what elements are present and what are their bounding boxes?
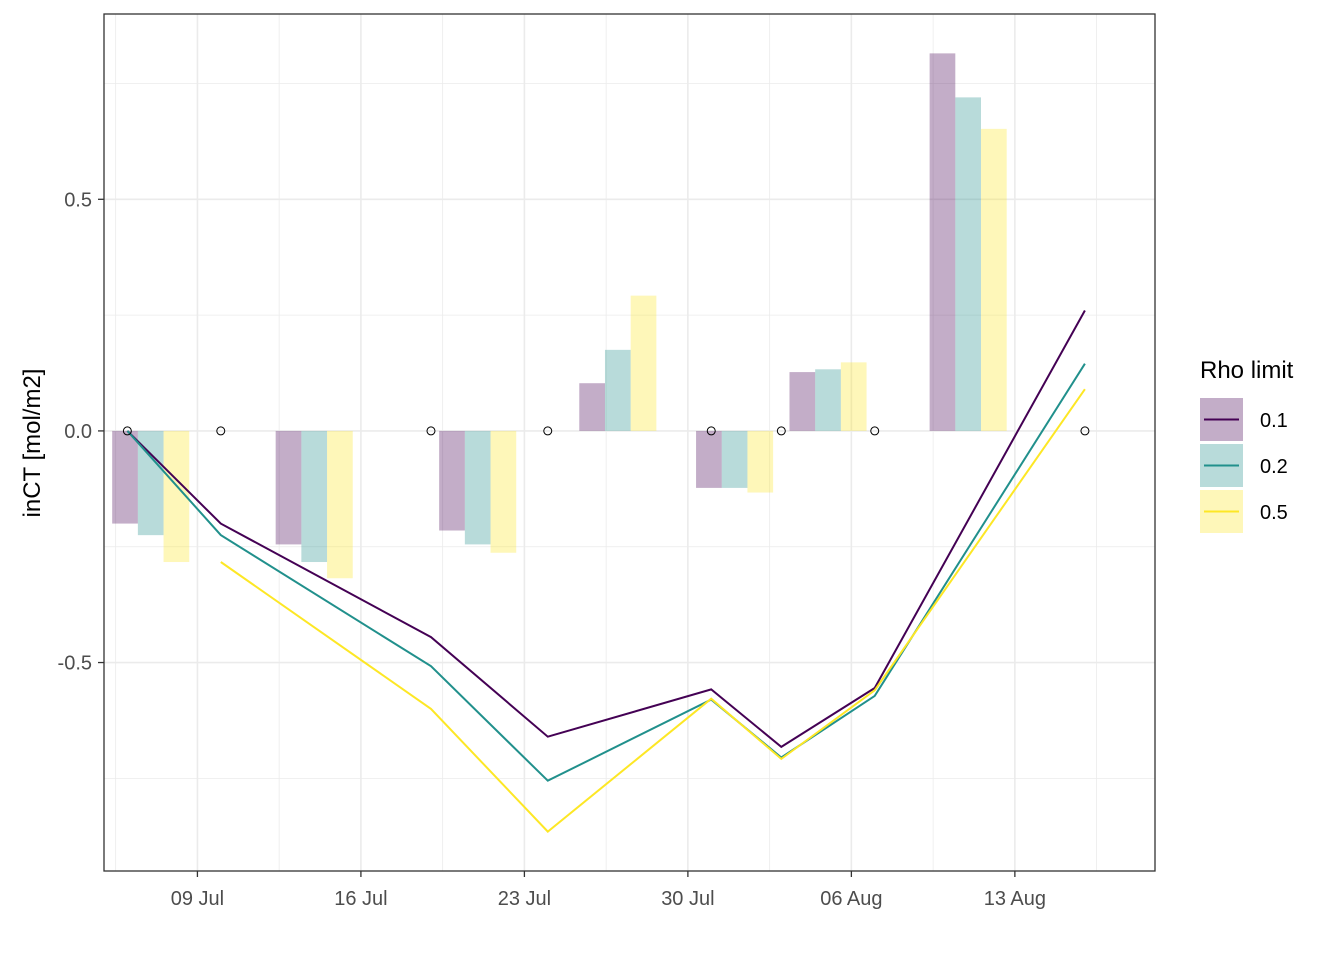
lines bbox=[126, 310, 1086, 833]
y-axis-title: inCT [mol/m2] bbox=[19, 369, 46, 518]
points bbox=[122, 426, 1090, 436]
legend: Rho limit 0.1 0.2 0.5 bbox=[1200, 357, 1294, 533]
sample-point bbox=[706, 426, 716, 436]
bar-0.2 bbox=[301, 430, 328, 563]
bar-0.1 bbox=[112, 430, 138, 524]
bar-0.1 bbox=[579, 383, 605, 431]
series-line-0.2 bbox=[126, 363, 1086, 782]
axes: 09 Jul 16 Jul 23 Jul 30 Jul 06 Aug 13 Aug -0.5… bbox=[58, 189, 1046, 910]
bar-0.2 bbox=[721, 430, 748, 488]
sample-point bbox=[122, 426, 132, 436]
grid bbox=[104, 14, 1155, 871]
x-tick-label: 09 Jul bbox=[171, 888, 224, 910]
bar-0.5 bbox=[327, 430, 353, 579]
bar-0.1 bbox=[275, 430, 302, 545]
sample-point bbox=[216, 426, 226, 436]
legend-label-0.5: 0.5 bbox=[1260, 502, 1288, 524]
bar-0.2 bbox=[464, 430, 491, 545]
bar-0.1 bbox=[439, 430, 465, 531]
panel-border bbox=[103, 13, 1156, 872]
legend-label-0.1: 0.1 bbox=[1260, 410, 1288, 432]
bar-0.1 bbox=[929, 53, 956, 431]
legend-label-0.2: 0.2 bbox=[1260, 456, 1288, 478]
bar-0.5 bbox=[490, 430, 517, 553]
series-line-0.1 bbox=[126, 310, 1086, 749]
sample-point bbox=[776, 426, 786, 436]
x-tick-label: 30 Jul bbox=[661, 888, 714, 910]
series-line-0.5 bbox=[220, 388, 1086, 833]
sample-point bbox=[1080, 426, 1090, 436]
x-tick-label: 06 Aug bbox=[820, 888, 882, 910]
sample-point bbox=[870, 426, 880, 436]
bar-0.1 bbox=[789, 372, 816, 431]
bar-0.1 bbox=[696, 430, 722, 488]
bar-0.2 bbox=[955, 97, 982, 431]
x-tick-label: 16 Jul bbox=[334, 888, 387, 910]
sample-point bbox=[426, 426, 436, 436]
bar-0.5 bbox=[747, 430, 774, 493]
y-tick-label: -0.5 bbox=[58, 653, 92, 675]
sample-point bbox=[543, 426, 553, 436]
x-tick-label: 23 Jul bbox=[498, 888, 551, 910]
x-tick-label: 13 Aug bbox=[984, 888, 1046, 910]
bar-0.5 bbox=[840, 362, 867, 431]
bar-0.2 bbox=[815, 369, 841, 431]
y-tick-label: 0.5 bbox=[64, 189, 92, 211]
bars bbox=[112, 53, 1007, 579]
y-tick-label: 0.0 bbox=[64, 421, 92, 443]
legend-title: Rho limit bbox=[1200, 357, 1294, 384]
bar-0.5 bbox=[630, 295, 657, 431]
bar-0.5 bbox=[981, 128, 1007, 431]
bar-0.2 bbox=[604, 349, 631, 431]
